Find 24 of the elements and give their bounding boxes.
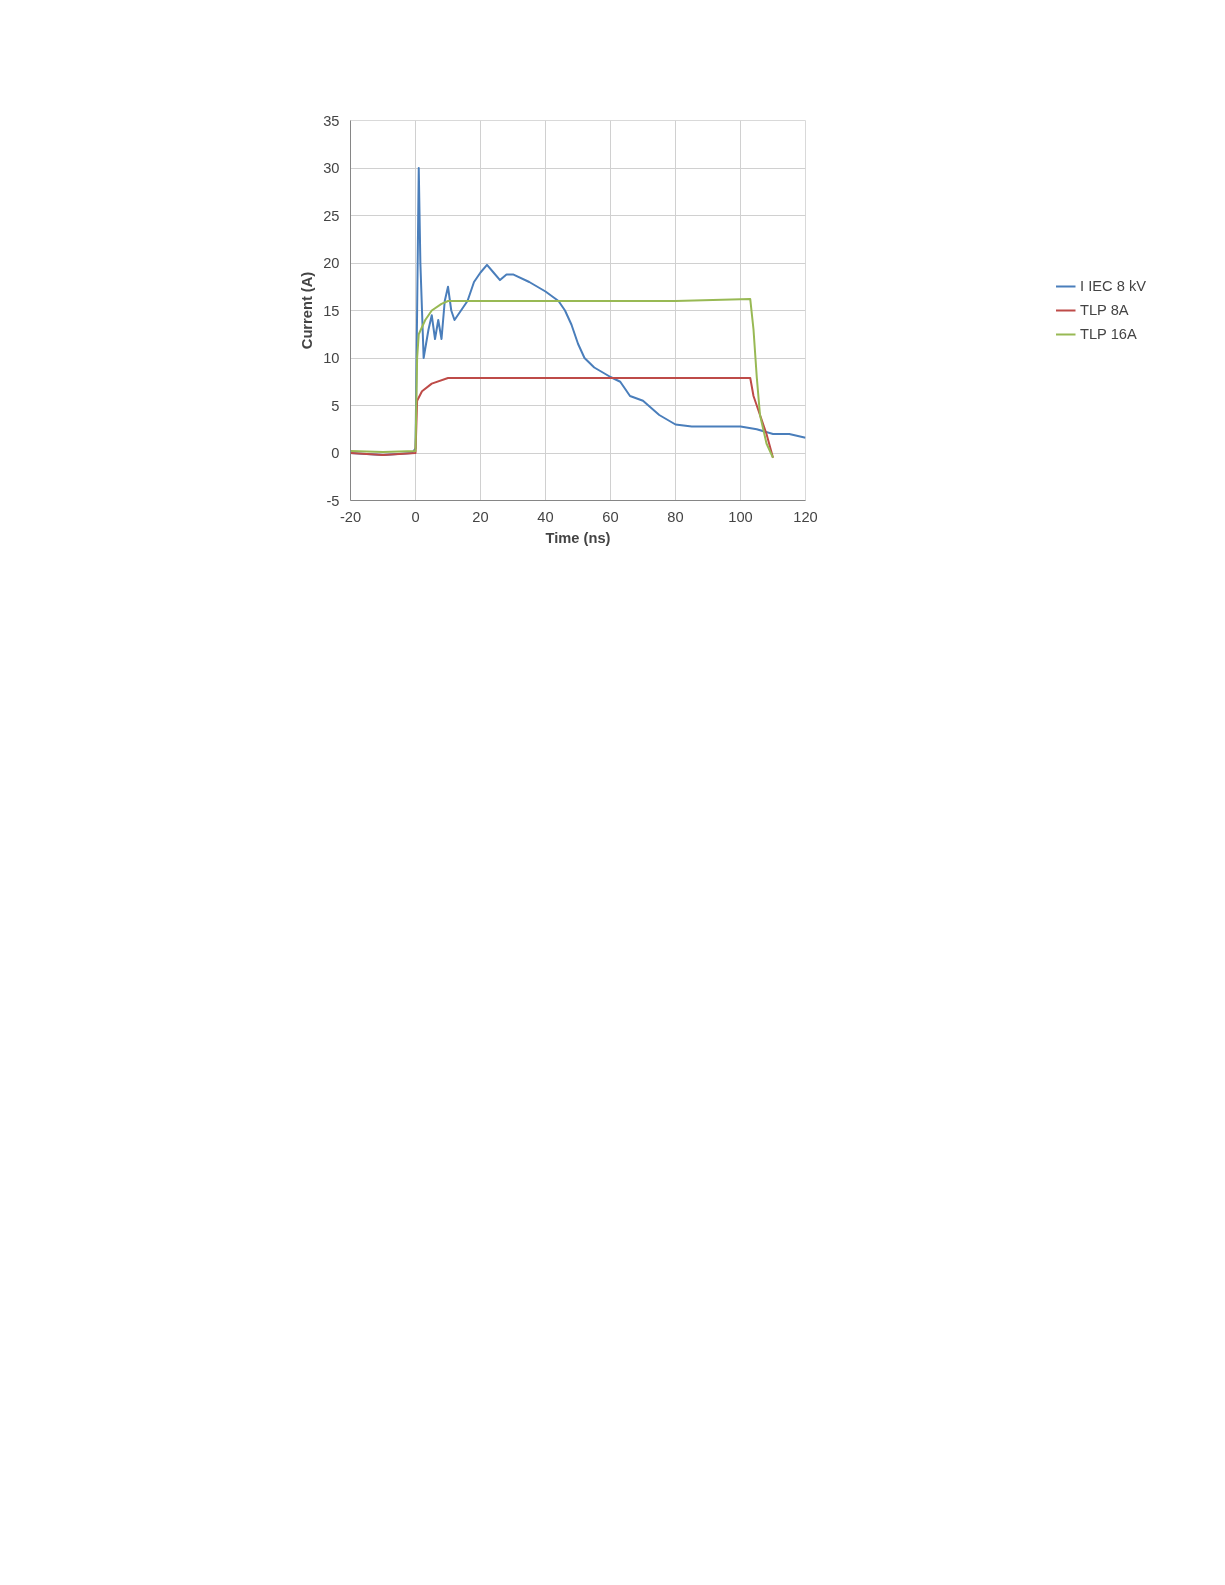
- y-tick-label: 10: [323, 350, 340, 366]
- y-tick-label: -5: [326, 492, 340, 509]
- x-tick-label: 100: [728, 508, 753, 525]
- y-tick-label: 15: [323, 302, 340, 319]
- y-axis-title: Current (A): [299, 271, 316, 350]
- legend-label: TLP 8A: [1080, 302, 1129, 318]
- y-tick-label: 35: [323, 112, 340, 129]
- legend-label: I IEC 8 kV: [1080, 278, 1146, 294]
- y-tick-label: 5: [331, 397, 340, 414]
- x-tick-label: 40: [537, 508, 554, 525]
- line-series: [350, 298, 774, 459]
- x-tick-label: 60: [602, 508, 619, 525]
- x-tick-label: 0: [411, 508, 420, 525]
- x-tick-label: 80: [667, 508, 684, 525]
- y-tick-label: 30: [323, 160, 340, 176]
- legend-label: TLP 16A: [1080, 326, 1137, 342]
- x-tick-label: -20: [339, 508, 362, 525]
- x-tick-label: 20: [472, 508, 489, 525]
- line-series: [350, 376, 774, 459]
- y-tick-label: 20: [323, 255, 340, 271]
- y-tick-label: 0: [331, 445, 340, 461]
- y-tick-label: 25: [323, 207, 340, 224]
- x-tick-label: 120: [793, 508, 818, 525]
- x-axis-title: Time (ns): [545, 529, 611, 546]
